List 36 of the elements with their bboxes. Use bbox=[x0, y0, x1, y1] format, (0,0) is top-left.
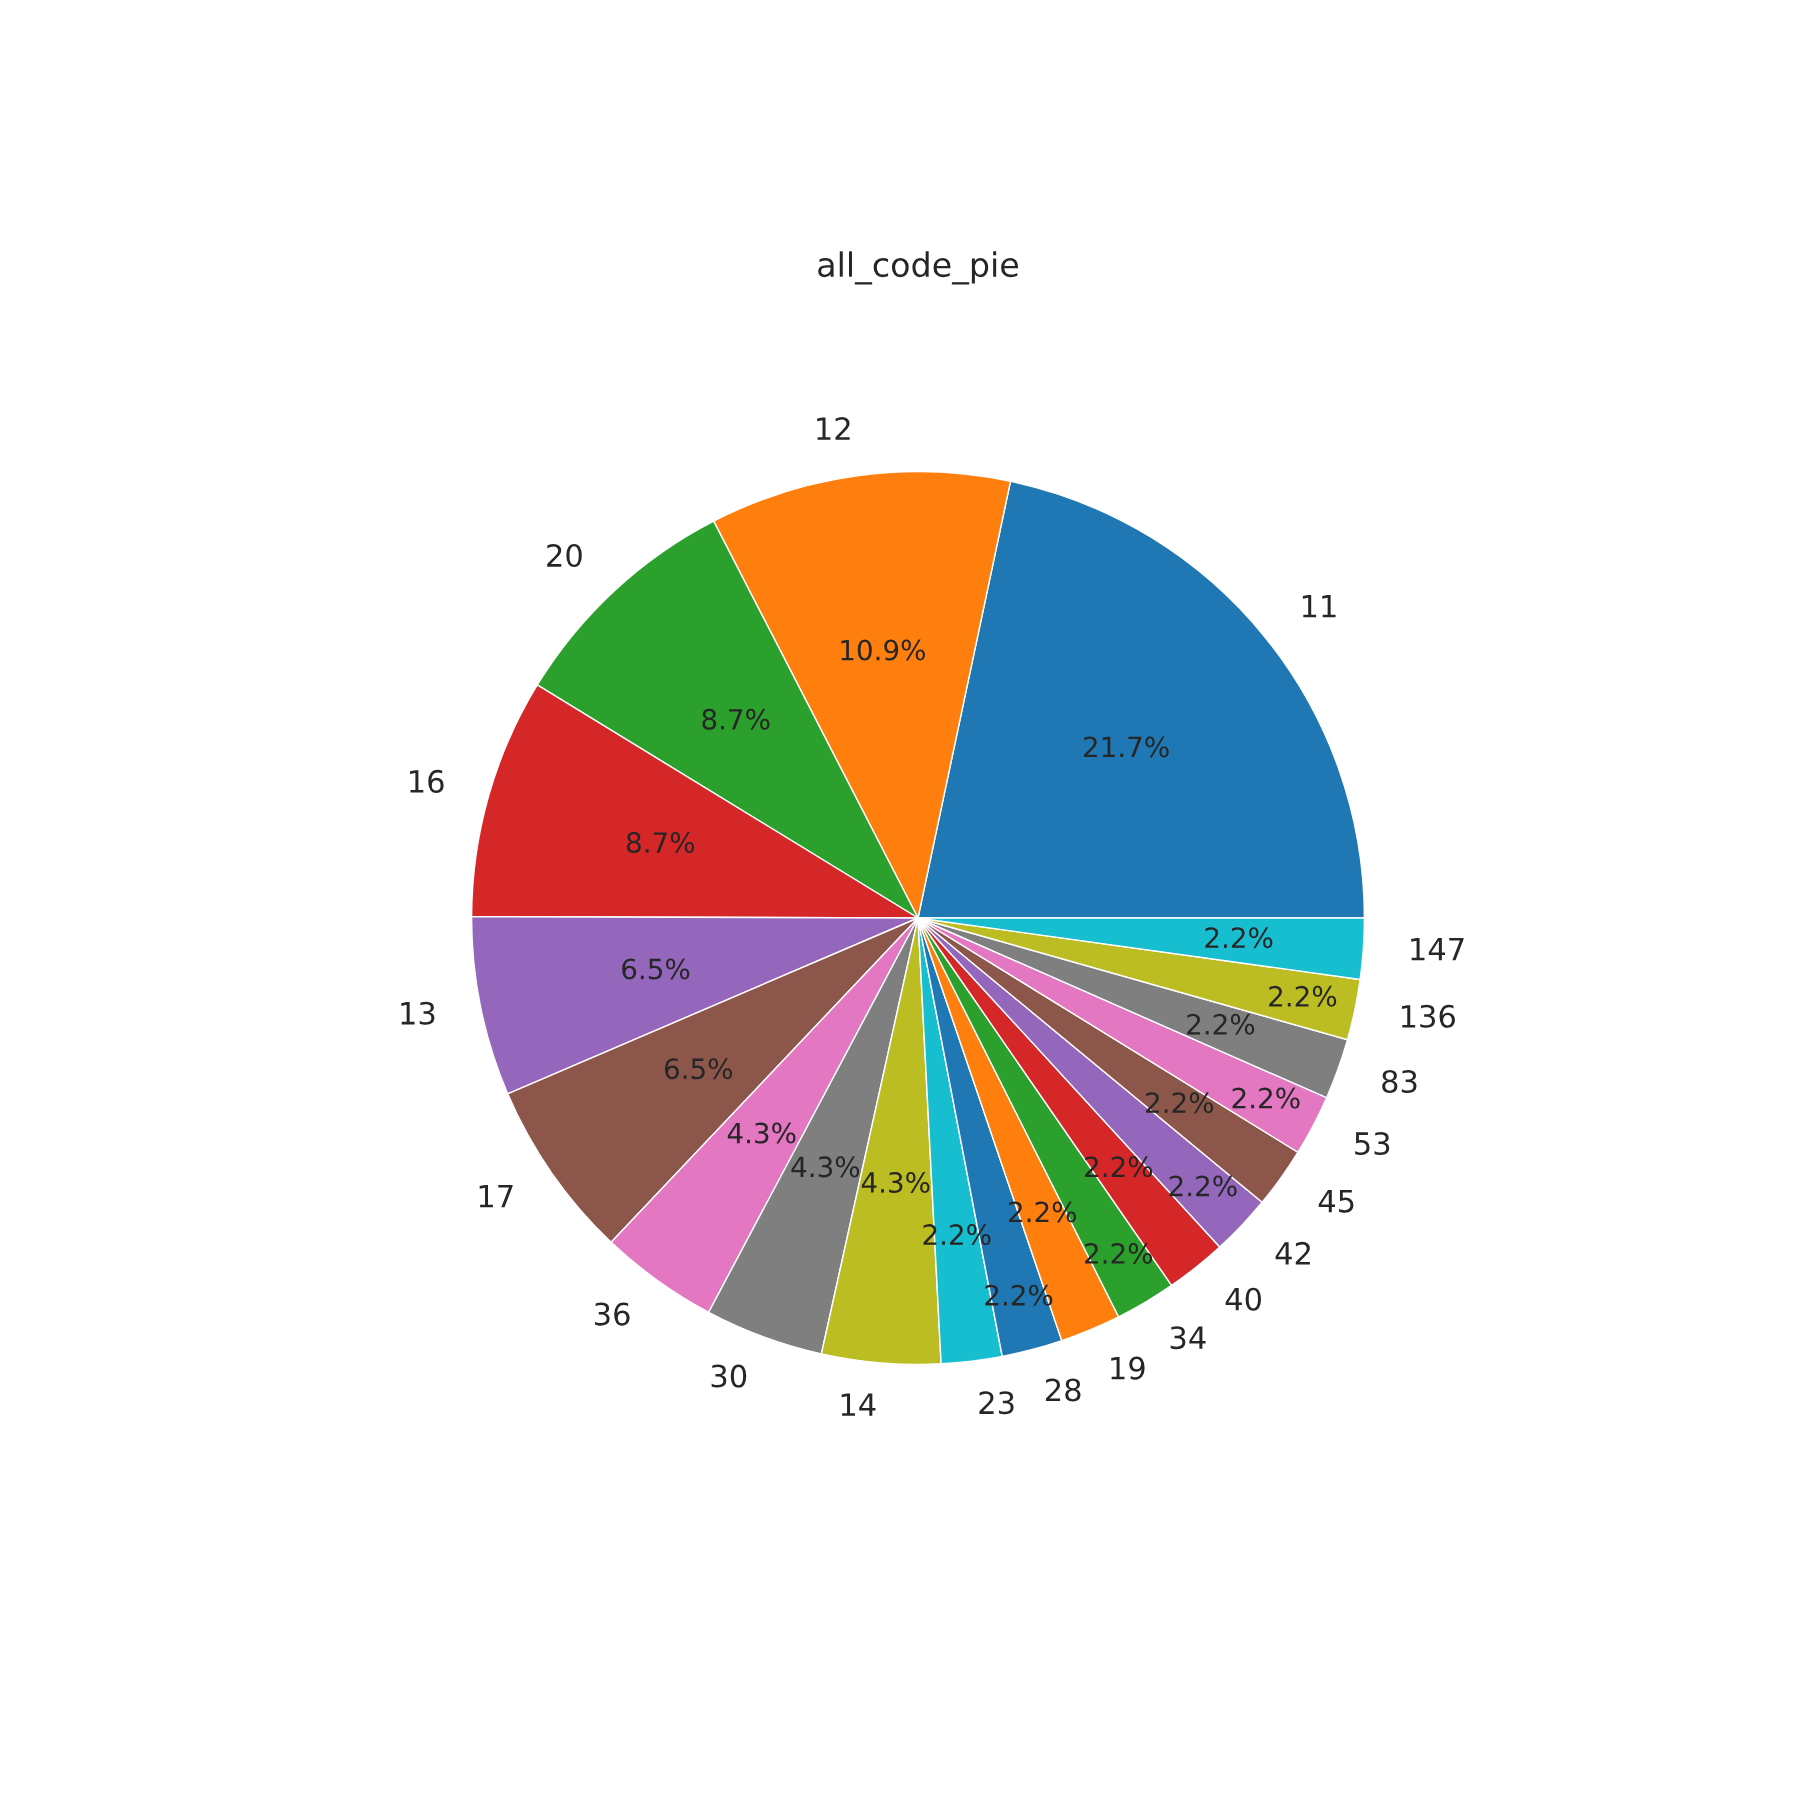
data-label: 21.7% bbox=[1084, 736, 1169, 758]
data-label: 6.5% bbox=[622, 958, 690, 980]
data-label: 10.9% bbox=[841, 639, 925, 661]
slice-label: 28 bbox=[1045, 1378, 1081, 1402]
slice-label: 34 bbox=[1170, 1326, 1206, 1350]
chart-title: all_code_pie bbox=[818, 251, 1019, 285]
slice-label: 23 bbox=[979, 1391, 1014, 1415]
slice-label: 20 bbox=[547, 543, 582, 568]
data-label: 4.3% bbox=[727, 1122, 796, 1144]
slice-label: 19 bbox=[1111, 1356, 1145, 1380]
data-label: 8.7% bbox=[702, 708, 770, 730]
slice-label: 83 bbox=[1382, 1069, 1417, 1094]
data-label: 2.2% bbox=[1187, 1013, 1255, 1035]
slice-label: 136 bbox=[1401, 1004, 1455, 1028]
slice-label: 45 bbox=[1318, 1190, 1354, 1213]
data-label: 2.2% bbox=[1146, 1092, 1214, 1114]
data-label: 2.2% bbox=[1169, 1175, 1237, 1197]
data-label: 4.3% bbox=[861, 1171, 930, 1193]
slice-label: 53 bbox=[1355, 1131, 1390, 1156]
slice-label: 30 bbox=[711, 1364, 747, 1388]
slice-label: 16 bbox=[410, 769, 444, 793]
slice-label: 36 bbox=[594, 1302, 630, 1326]
data-label: 6.5% bbox=[664, 1058, 733, 1080]
slice-label: 13 bbox=[401, 1001, 435, 1025]
data-label: 2.2% bbox=[1205, 927, 1273, 949]
data-label: 2.2% bbox=[1269, 985, 1337, 1007]
slice-label: 14 bbox=[841, 1393, 876, 1416]
data-label: 2.2% bbox=[1232, 1087, 1300, 1109]
data-label: 4.3% bbox=[791, 1156, 860, 1178]
slice-label: 147 bbox=[1411, 938, 1464, 961]
data-label: 8.7% bbox=[626, 832, 695, 854]
slice-label: 12 bbox=[817, 417, 850, 440]
slice-label: 40 bbox=[1225, 1287, 1262, 1311]
slice-label: 42 bbox=[1275, 1241, 1310, 1265]
slice-label: 17 bbox=[479, 1185, 513, 1208]
slice-label: 11 bbox=[1302, 594, 1336, 618]
